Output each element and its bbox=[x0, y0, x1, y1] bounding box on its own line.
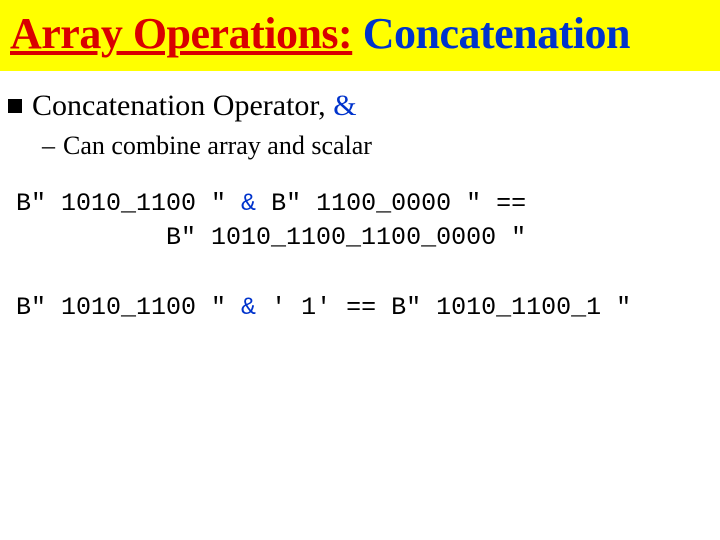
sub-bullet-text: Can combine array and scalar bbox=[63, 131, 372, 161]
code-example-2: B" 1010_1100 " & ' 1' == B" 1010_1100_1 … bbox=[16, 291, 712, 325]
title-bar: Array Operations: Concatenation bbox=[0, 0, 720, 71]
content-area: Concatenation Operator, & – Can combine … bbox=[0, 71, 720, 324]
title-part1: Array Operations: bbox=[10, 9, 352, 58]
sub-bullet-item: – Can combine array and scalar bbox=[42, 131, 712, 161]
bullet-prefix: Concatenation Operator, bbox=[32, 89, 333, 122]
bullet-text: Concatenation Operator, & bbox=[32, 89, 357, 123]
dash-icon: – bbox=[42, 131, 55, 161]
code1-line2: B" 1010_1100_1100_0000 " bbox=[16, 223, 526, 252]
code1-line1b: B" 1100_0000 " == bbox=[256, 189, 526, 218]
square-bullet-icon bbox=[8, 99, 22, 113]
bullet-item: Concatenation Operator, & bbox=[8, 89, 712, 123]
code1-line1a: B" 1010_1100 " bbox=[16, 189, 241, 218]
code-example-1: B" 1010_1100 " & B" 1100_0000 " == B" 10… bbox=[16, 187, 712, 255]
ampersand: & bbox=[333, 89, 356, 122]
slide-title: Array Operations: Concatenation bbox=[10, 8, 710, 59]
code2-line1a: B" 1010_1100 " bbox=[16, 293, 241, 322]
title-part2: Concatenation bbox=[352, 9, 630, 58]
code2-line1b: ' 1' == B" 1010_1100_1 " bbox=[256, 293, 631, 322]
code1-amp: & bbox=[241, 189, 256, 218]
code2-amp: & bbox=[241, 293, 256, 322]
